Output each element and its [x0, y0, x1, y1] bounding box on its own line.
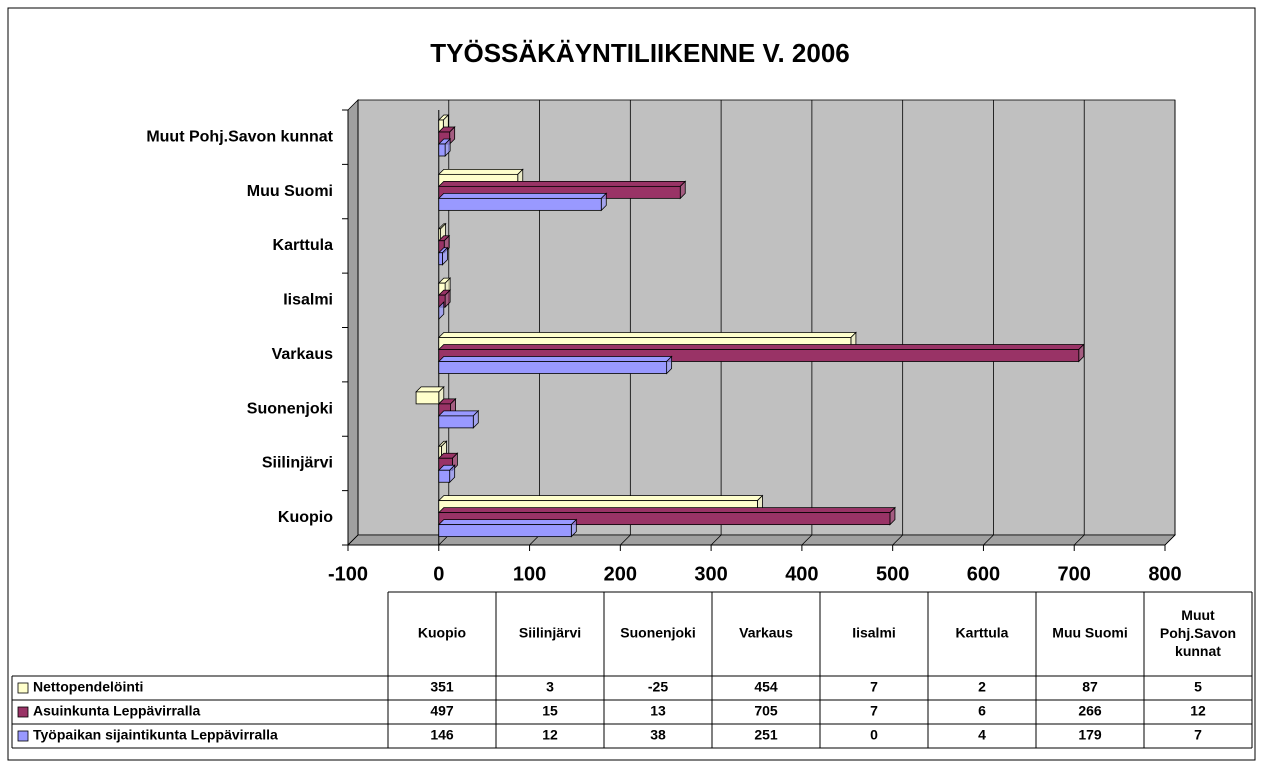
table-cell: 497	[430, 703, 454, 719]
table-header: Kuopio	[418, 625, 466, 641]
table-header: Siilinjärvi	[519, 625, 581, 641]
table-cell: 5	[1194, 679, 1202, 695]
chart-title: TYÖSSÄKÄYNTILIIKENNE V. 2006	[430, 38, 850, 68]
x-tick-label: 100	[513, 563, 546, 585]
x-tick-label: 700	[1058, 563, 1091, 585]
bar	[438, 524, 572, 538]
y-tick-label: Suonenjoki	[247, 400, 333, 417]
table-cell: 146	[430, 727, 454, 743]
table-cell: 38	[650, 727, 666, 743]
legend-label: Asuinkunta Leppävirralla	[33, 703, 200, 719]
table-header: Muut Pohj.Savon kunnat	[1160, 607, 1236, 659]
grid-line	[347, 534, 359, 546]
bar	[415, 391, 440, 405]
table-cell: 6	[978, 703, 986, 719]
table-cell: 12	[542, 727, 558, 743]
grid-line	[620, 534, 631, 546]
table-cell: -25	[648, 679, 668, 695]
legend-key	[17, 730, 29, 742]
table-cell: 15	[542, 703, 558, 719]
table-cell: 0	[870, 727, 878, 743]
grid-line	[801, 534, 813, 546]
legend-label: Työpaikan sijaintikunta Leppävirralla	[33, 727, 278, 743]
table-header: Iisalmi	[852, 625, 896, 641]
table-cell: 251	[754, 727, 778, 743]
bar	[438, 143, 446, 157]
grid-line	[892, 534, 903, 546]
table-cell: 3	[546, 679, 554, 695]
x-tick-label: 300	[694, 563, 727, 585]
table-header: Varkaus	[739, 625, 793, 641]
bar-top	[437, 180, 687, 187]
table-header: Karttula	[956, 625, 1009, 641]
y-tick-label: Iisalmi	[283, 292, 333, 309]
table-cell: 705	[754, 703, 778, 719]
y-tick-label: Karttula	[273, 237, 334, 254]
bar-top	[437, 332, 857, 338]
y-tick-label: Muu Suomi	[247, 183, 333, 200]
legend-label: Nettopendelöinti	[33, 679, 143, 695]
bar	[438, 361, 668, 374]
y-tick-label: Siilinjärvi	[262, 455, 333, 472]
bar	[438, 469, 451, 483]
table-cell: 2	[978, 679, 986, 695]
x-tick-label: 800	[1148, 563, 1181, 585]
bar-top	[437, 495, 764, 502]
table-cell: 4	[978, 727, 986, 743]
bar-top	[437, 344, 1085, 350]
bar-top	[437, 168, 524, 175]
table-cell: 351	[430, 679, 454, 695]
x-tick-label: 0	[433, 563, 444, 585]
table-cell: 7	[870, 703, 878, 719]
y-tick-label: Varkaus	[272, 346, 333, 363]
table-header: Suonenjoki	[620, 625, 695, 641]
grid-line	[983, 534, 994, 546]
grid-line	[1073, 534, 1085, 546]
side-wall	[347, 99, 359, 546]
x-tick-label: 400	[785, 563, 818, 585]
bar-top	[437, 192, 608, 199]
table-cell: 179	[1078, 727, 1102, 743]
x-tick-label: 500	[876, 563, 909, 585]
x-tick-label: 600	[967, 563, 1000, 585]
bar-top	[437, 410, 480, 417]
bar	[438, 415, 474, 429]
table-cell: 266	[1078, 703, 1102, 719]
table-cell: 87	[1082, 679, 1098, 695]
bar-top	[437, 519, 578, 526]
grid-line	[1164, 534, 1176, 546]
y-tick-label: Kuopio	[278, 509, 333, 526]
back-wall	[357, 99, 1176, 536]
table-header: Muu Suomi	[1052, 625, 1127, 641]
bar-top	[437, 356, 673, 362]
x-tick-label: -100	[328, 563, 368, 585]
table-cell: 7	[1194, 727, 1202, 743]
bar	[438, 197, 602, 211]
table-cell: 7	[870, 679, 878, 695]
bar-top	[437, 507, 896, 514]
y-tick-label: Muut Pohj.Savon kunnat	[146, 128, 333, 145]
grid-line	[710, 534, 722, 546]
legend-key	[17, 706, 29, 718]
table-cell: 13	[650, 703, 666, 719]
legend-key	[17, 682, 29, 694]
x-tick-label: 200	[604, 563, 637, 585]
table-cell: 454	[754, 679, 778, 695]
table-cell: 12	[1190, 703, 1206, 719]
bar	[438, 252, 443, 266]
bar-side	[438, 301, 445, 321]
